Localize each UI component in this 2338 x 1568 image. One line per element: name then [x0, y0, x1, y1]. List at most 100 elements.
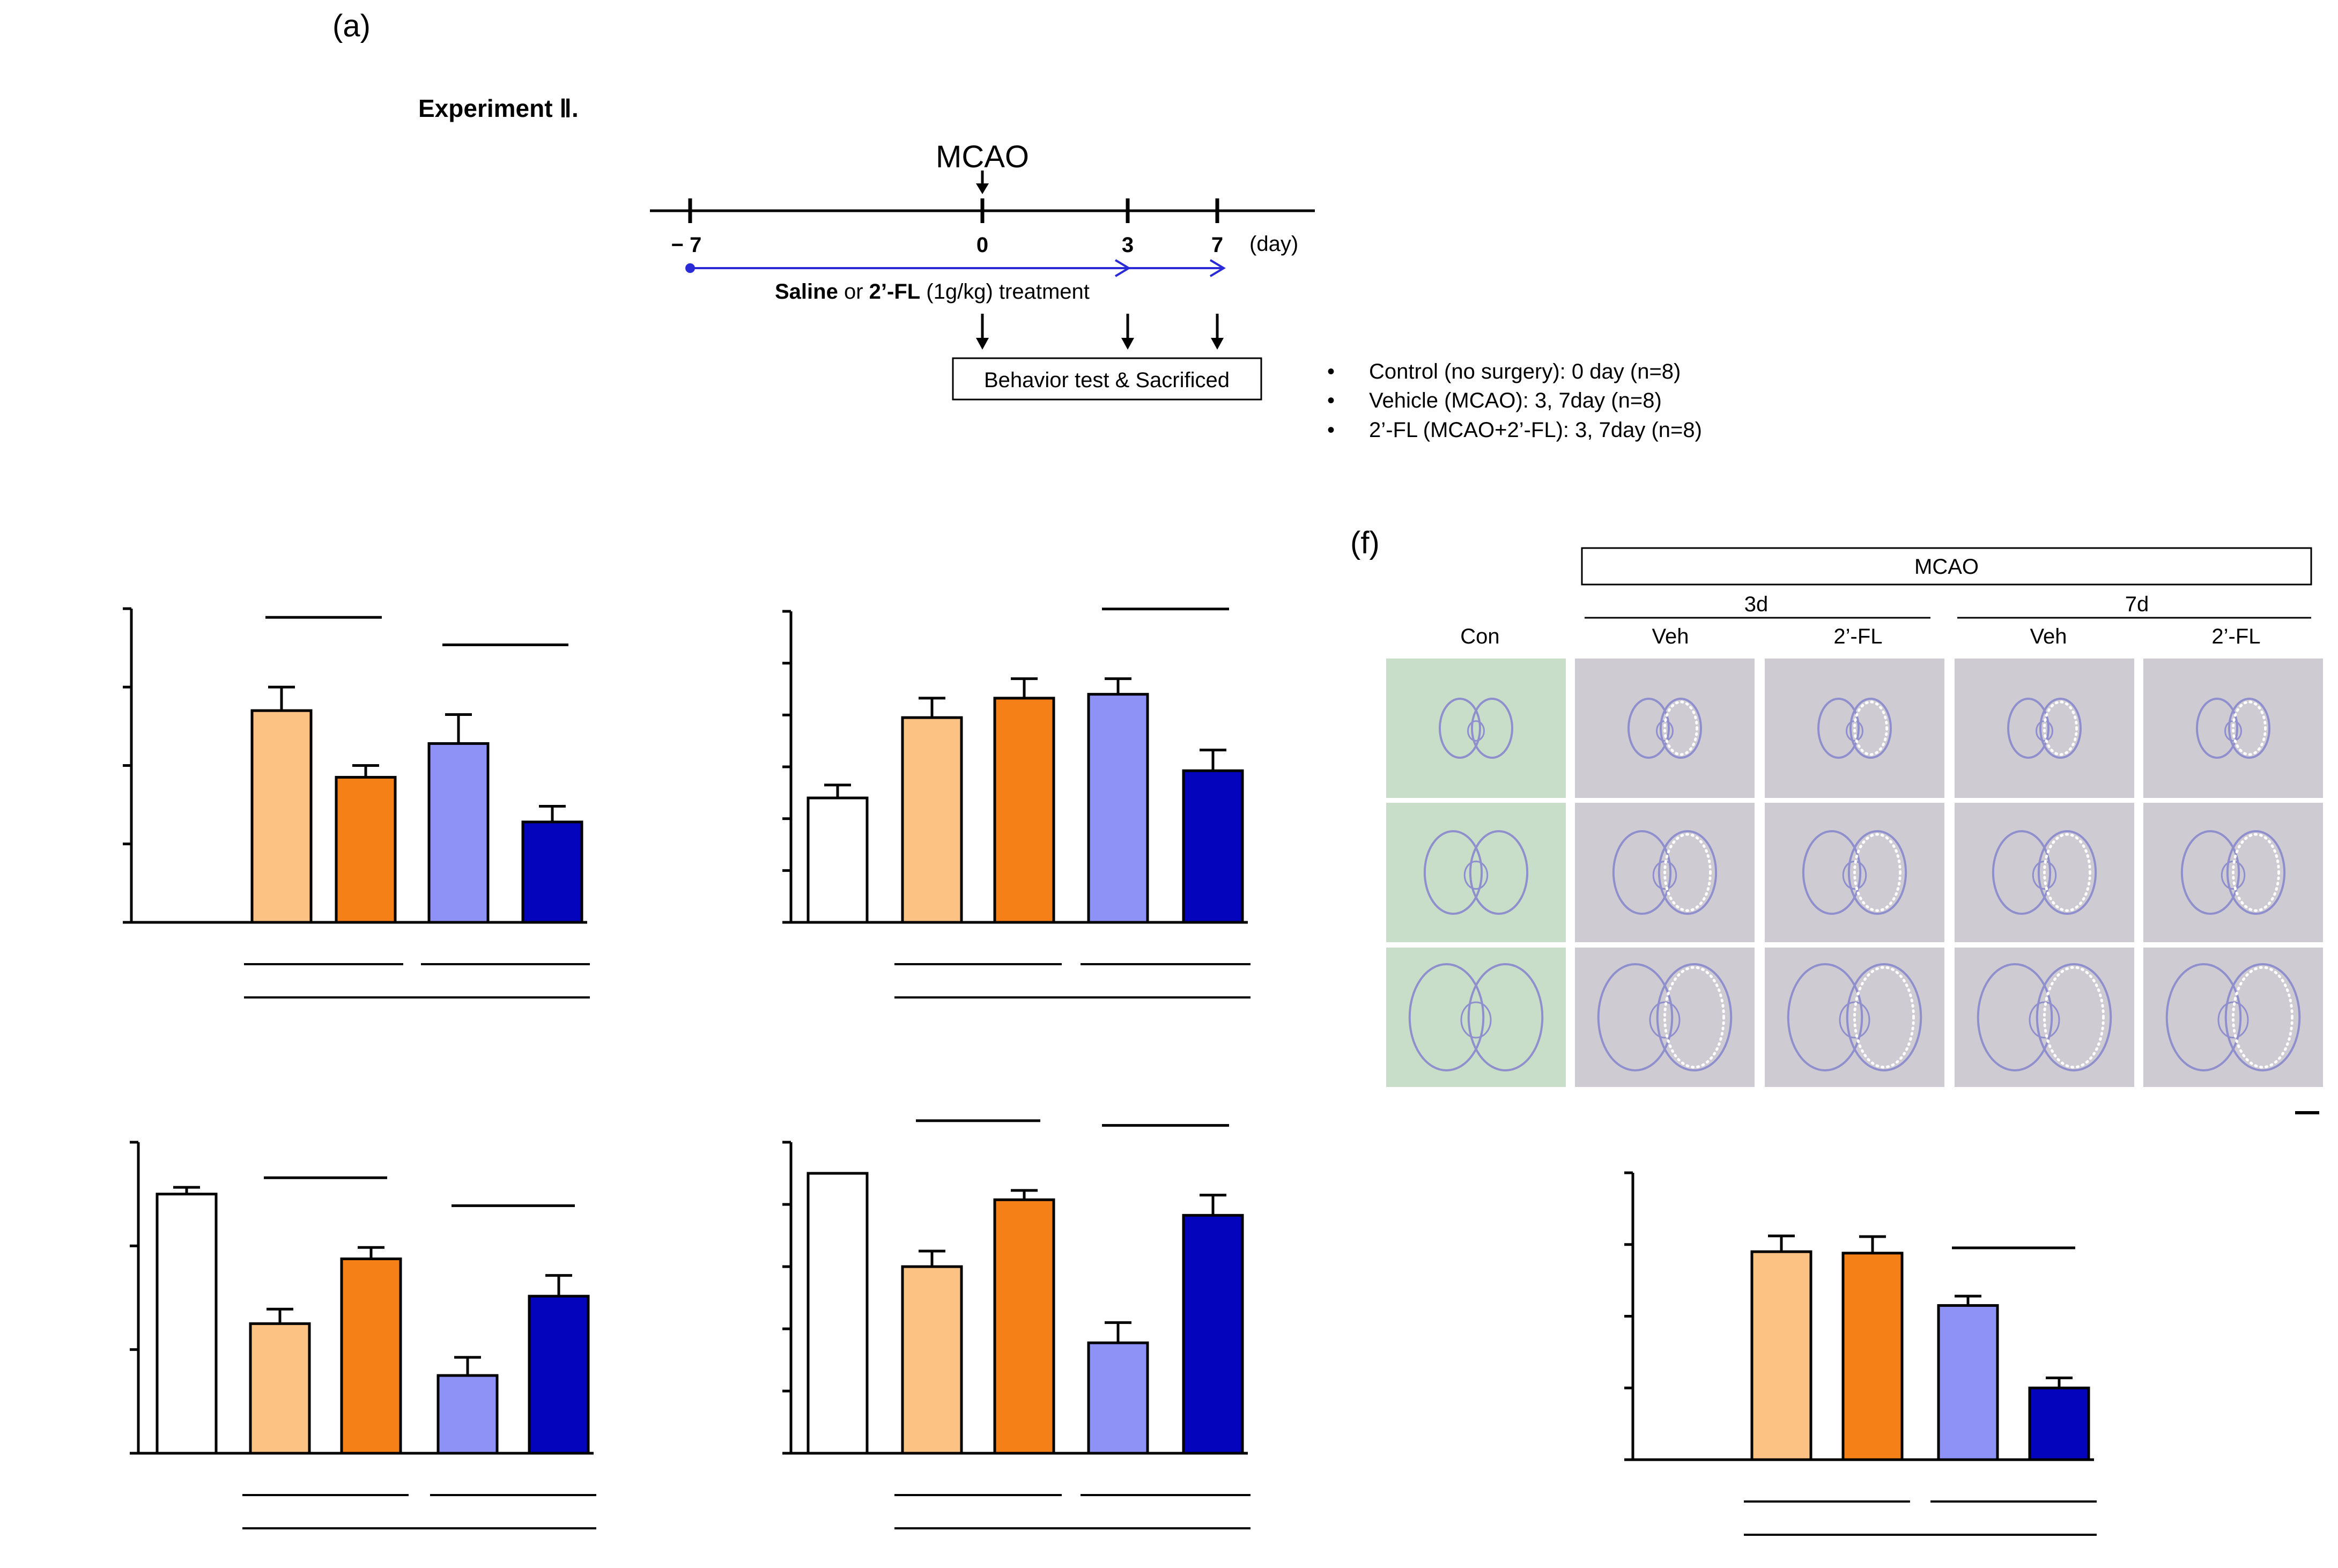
timeline-tick-label: 3: [1122, 233, 1134, 257]
tissue-image: [1386, 948, 1566, 1087]
brain-hemisphere: [2224, 963, 2301, 1071]
infarct-outline: [1663, 700, 1698, 756]
mcao-header-label: MCAO: [1914, 555, 1979, 579]
tissue-image: [1575, 948, 1755, 1087]
brain-hemisphere: [1597, 963, 1674, 1071]
brain-hemisphere: [1656, 963, 1733, 1071]
tissue-image: [1955, 948, 2134, 1087]
brain-ventricle: [1467, 720, 1485, 742]
bar: [521, 820, 583, 924]
infarct-outline: [1853, 833, 1902, 912]
brain-hemisphere: [1627, 698, 1670, 759]
brain-hemisphere: [1977, 963, 2053, 1071]
mcao-header-box: [1581, 547, 2312, 586]
brain-hemisphere: [2196, 698, 2238, 759]
infarct-outline: [2043, 700, 2078, 756]
brain-hemisphere: [1660, 698, 1702, 759]
panel-a: (a) Experiment Ⅱ. MCAO − 7 0 3 7 (day) S…: [332, 9, 1702, 442]
treatment-fl: 2’-FL: [869, 280, 921, 304]
timeline-unit: (day): [1249, 232, 1298, 256]
brain-hemisphere: [2036, 963, 2112, 1071]
tissue-grid: [1386, 659, 2323, 1087]
bar: [250, 709, 313, 924]
treatment-chevron-icon: [1114, 259, 1131, 277]
bar: [1087, 693, 1149, 924]
brain-hemisphere: [1849, 698, 1892, 759]
brain-ventricle: [1649, 1001, 1681, 1039]
tissue-image: [1955, 659, 2134, 798]
brain-ventricle: [1839, 1001, 1870, 1039]
infarct-outline: [2043, 966, 2105, 1069]
test-arrows: [976, 314, 1224, 350]
bar: [1182, 769, 1244, 924]
tissue-image: [1575, 659, 1755, 798]
brain-hemisphere: [1802, 830, 1862, 915]
timeline-tick-label: − 7: [671, 233, 702, 257]
bullet-icon: •: [1327, 418, 1335, 442]
brain-hemisphere: [1817, 698, 1860, 759]
brain-ventricle: [1463, 860, 1489, 890]
panel-a-label: (a): [332, 9, 371, 43]
panel-f: (f) MCAO 3d 7d Con Veh 2’-FL Veh 2’-FL: [1350, 526, 2323, 1114]
infarct-outline: [2043, 833, 2091, 912]
bar: [1841, 1252, 1904, 1461]
bar: [528, 1295, 590, 1455]
tissue-image: [1386, 659, 1566, 798]
brain-ventricle: [1460, 1001, 1492, 1039]
tissue-image: [1765, 948, 1944, 1087]
chart-d: [130, 1141, 596, 1529]
chart-g: [1624, 1171, 2097, 1536]
treatment-arrow: [685, 259, 1226, 277]
brain-hemisphere: [1847, 830, 1907, 915]
down-arrow-icon: [1211, 338, 1224, 350]
brain-hemisphere: [1612, 830, 1672, 915]
tissue-image: [2143, 659, 2323, 798]
brain-hemisphere: [1439, 698, 1481, 759]
column-label: Veh: [2030, 625, 2067, 648]
infarct-outline: [2232, 966, 2293, 1069]
column-label: Veh: [1652, 625, 1689, 648]
infarct-outline: [1853, 966, 1915, 1069]
brain-hemisphere: [2039, 698, 2082, 759]
brain-hemisphere: [2165, 963, 2242, 1071]
bar: [335, 775, 397, 924]
group-list: • Control (no surgery): 0 day (n=8) • Ve…: [1327, 360, 1702, 442]
column-label: 2’-FL: [2211, 625, 2260, 648]
treatment-saline: Saline: [775, 280, 838, 304]
bar: [901, 1265, 963, 1455]
bar: [901, 716, 963, 924]
panel-f-label: (f): [1350, 526, 1380, 560]
group-item: Vehicle (MCAO): 3, 7day (n=8): [1369, 389, 1662, 412]
timeline-tick-label: 0: [976, 233, 988, 257]
tissue-image: [1765, 659, 1944, 798]
down-arrow-icon: [976, 338, 989, 350]
bar: [436, 1374, 499, 1455]
experiment-title: Experiment Ⅱ.: [418, 94, 579, 122]
behavior-box: [952, 357, 1262, 401]
bar: [340, 1258, 402, 1455]
chart-c: [782, 608, 1251, 999]
timeline-mcao-label: MCAO: [936, 139, 1029, 174]
column-label: Con: [1460, 625, 1499, 648]
infarct-outline: [1663, 833, 1712, 912]
brain-hemisphere: [1423, 830, 1483, 915]
bar: [1182, 1214, 1244, 1455]
day7-label: 7d: [2125, 593, 2149, 616]
bullet-icon: •: [1327, 360, 1335, 383]
brain-hemisphere: [1846, 963, 1922, 1071]
bar: [1937, 1304, 1999, 1461]
bar: [249, 1322, 311, 1455]
mcao-arrow-icon: [976, 183, 989, 194]
infarct-outline: [2232, 700, 2267, 756]
column-label: 2’-FL: [1833, 625, 1882, 648]
infarct-outline: [2232, 833, 2280, 912]
brain-hemisphere: [2007, 698, 2050, 759]
chart-e: [782, 1119, 1251, 1529]
brain-hemisphere: [1471, 698, 1513, 759]
brain-hemisphere: [2226, 830, 2286, 915]
brain-hemisphere: [2037, 830, 2097, 915]
brain-hemisphere: [1787, 963, 1863, 1071]
bar: [1087, 1341, 1149, 1455]
group-item: 2’-FL (MCAO+2’-FL): 3, 7day (n=8): [1369, 418, 1702, 442]
